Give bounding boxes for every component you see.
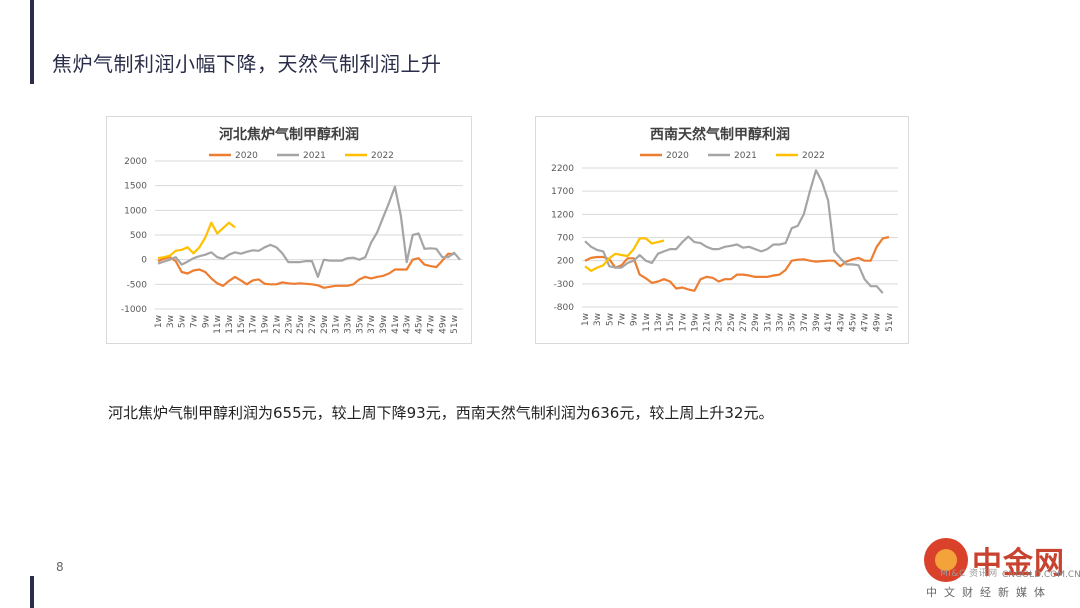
- x-tick-label: 37w: [367, 315, 377, 334]
- x-tick-label: 9w: [630, 313, 640, 326]
- x-tick-label: 25w: [727, 313, 737, 332]
- series-line-2020: [584, 235, 890, 292]
- x-tick-label: 33w: [344, 315, 354, 334]
- x-tick-label: 9w: [201, 315, 211, 328]
- logo-subtitle: 中文财经新媒体: [926, 586, 1052, 599]
- y-tick-label: 700: [557, 234, 574, 244]
- x-tick-label: 15w: [666, 313, 676, 332]
- chart-southwest: 西南天然气制甲醇利润 2020 2021 2022 -800 -300 200 700 1200…: [535, 116, 909, 344]
- chart-hebei: 河北焦炉气制甲醇利润 2020 2021 2022 -1000 -500 0 500 1000 1…: [106, 116, 472, 344]
- series-line-2021: [584, 169, 884, 294]
- x-tick-label: 5w: [605, 313, 615, 326]
- y-tick-label: 1000: [124, 206, 147, 216]
- legend-label-2021: 2021: [303, 151, 326, 161]
- x-tick-label: 35w: [788, 313, 798, 332]
- accent-bar-top: [30, 0, 34, 84]
- y-tick-label: 500: [130, 231, 147, 241]
- x-tick-label: 7w: [618, 313, 628, 326]
- accent-bar-bottom: [30, 576, 34, 608]
- x-tick-label: 21w: [272, 315, 282, 334]
- x-tick-label: 49w: [438, 315, 448, 334]
- chart-title: 西南天然气制甲醇利润: [650, 126, 790, 143]
- legend-label-2020: 2020: [235, 151, 258, 161]
- x-tick-label: 23w: [284, 315, 294, 334]
- chart-hebei-svg: 河北焦炉气制甲醇利润 2020 2021 2022 -1000 -500 0 500 1000 1…: [121, 126, 463, 334]
- x-tick-label: 49w: [873, 313, 883, 332]
- x-tick-label: 1w: [581, 313, 591, 326]
- x-tick-label: 15w: [237, 315, 247, 334]
- series-line-2020: [157, 252, 455, 289]
- logo-icon: [924, 538, 968, 582]
- x-tick-label: 37w: [800, 313, 810, 332]
- x-tick-label: 13w: [654, 313, 664, 332]
- y-tick-label: 0: [141, 256, 147, 266]
- y-tick-label: 200: [557, 257, 574, 267]
- y-tick-label: -800: [554, 303, 575, 313]
- x-tick-label: 43w: [403, 315, 413, 334]
- x-tick-label: 11w: [642, 313, 652, 332]
- x-tick-label: 27w: [308, 315, 318, 334]
- x-tick-label: 3w: [593, 313, 603, 326]
- logo-text-cn: 中金网: [972, 546, 1065, 581]
- x-tick-label: 29w: [320, 315, 330, 334]
- x-tick-label: 1w: [154, 315, 164, 328]
- legend-label-2020: 2020: [666, 151, 689, 161]
- legend-label-2021: 2021: [734, 151, 757, 161]
- y-tick-label: 2200: [551, 164, 574, 174]
- x-tick-label: 33w: [776, 313, 786, 332]
- x-tick-label: 3w: [166, 315, 176, 328]
- page-number: 8: [56, 560, 64, 574]
- x-tick-label: 31w: [763, 313, 773, 332]
- x-tick-label: 19w: [690, 313, 700, 332]
- series-line-2022: [157, 221, 236, 260]
- y-tick-label: -300: [554, 280, 575, 290]
- x-tick-label: 17w: [678, 313, 688, 332]
- x-tick-label: 39w: [812, 313, 822, 332]
- x-tick-label: 25w: [296, 315, 306, 334]
- x-tick-label: 47w: [426, 315, 436, 334]
- logo-domain: CNGOLD.COM.CN: [1002, 570, 1080, 580]
- x-tick-label: 17w: [249, 315, 259, 334]
- y-tick-label: -500: [127, 280, 148, 290]
- x-tick-label: 45w: [415, 315, 425, 334]
- x-tick-label: 41w: [824, 313, 834, 332]
- logo-text-en: MI&C 资讯网: [940, 569, 998, 579]
- x-tick-label: 19w: [261, 315, 271, 334]
- x-tick-label: 31w: [332, 315, 342, 334]
- summary-text: 河北焦炉气制甲醇利润为655元，较上周下降93元，西南天然气制利润为636元，较…: [108, 404, 774, 422]
- brand-logo: 中金网 MI&C 资讯网 CNGOLD.COM.CN 中文财经新媒体: [912, 538, 1080, 608]
- series-line-2021: [157, 185, 461, 278]
- x-tick-label: 7w: [190, 315, 200, 328]
- x-tick-label: 5w: [178, 315, 188, 328]
- chart-title: 河北焦炉气制甲醇利润: [219, 126, 359, 143]
- y-tick-label: 1500: [124, 182, 147, 192]
- series-line-2022: [584, 237, 665, 272]
- x-tick-label: 45w: [848, 313, 858, 332]
- legend-label-2022: 2022: [802, 151, 825, 161]
- x-tick-label: 21w: [703, 313, 713, 332]
- x-tick-label: 35w: [355, 315, 365, 334]
- y-tick-label: 1700: [551, 187, 574, 197]
- x-tick-label: 13w: [225, 315, 235, 334]
- x-tick-label: 51w: [885, 313, 895, 332]
- x-tick-label: 41w: [391, 315, 401, 334]
- y-tick-label: 1200: [551, 210, 574, 220]
- x-tick-label: 23w: [715, 313, 725, 332]
- legend-label-2022: 2022: [371, 151, 394, 161]
- x-tick-label: 27w: [739, 313, 749, 332]
- y-tick-label: -1000: [121, 305, 147, 315]
- x-tick-label: 29w: [751, 313, 761, 332]
- chart-southwest-svg: 西南天然气制甲醇利润 2020 2021 2022 -800 -300 200 700 1200…: [551, 126, 898, 332]
- x-tick-label: 51w: [450, 315, 460, 334]
- x-tick-label: 47w: [861, 313, 871, 332]
- x-tick-label: 11w: [213, 315, 223, 334]
- x-tick-label: 43w: [836, 313, 846, 332]
- y-tick-label: 2000: [124, 157, 147, 167]
- x-tick-label: 39w: [379, 315, 389, 334]
- slide-title: 焦炉气制利润小幅下降，天然气制利润上升: [52, 52, 442, 76]
